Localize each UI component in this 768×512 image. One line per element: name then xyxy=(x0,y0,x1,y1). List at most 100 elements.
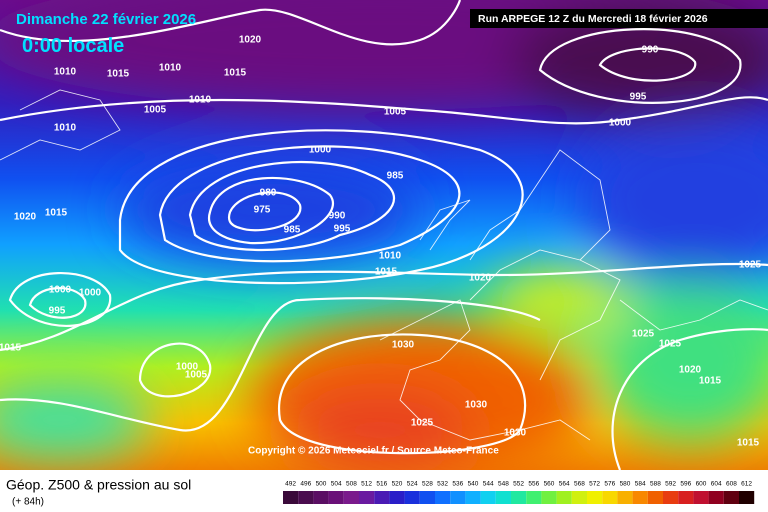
colorbar: 492 496 500 504 508 512 516 520 524 528 532 536 540 5… xyxy=(283,481,755,504)
isobar-label: 995 xyxy=(630,92,647,103)
isobar-label: 980 xyxy=(260,188,277,199)
isobar xyxy=(0,262,768,352)
isobar-label: 1005 xyxy=(384,107,407,118)
isobar-label: 1015 xyxy=(107,69,130,80)
colorbar-swatch xyxy=(328,491,344,504)
isobar xyxy=(158,145,461,263)
isobar-label: 995 xyxy=(334,224,351,235)
colorbar-label: 532 xyxy=(437,481,448,488)
colorbar-label: 560 xyxy=(544,481,555,488)
colorbar-label: 544 xyxy=(483,481,494,488)
colorbar-label: 584 xyxy=(635,481,646,488)
isobar-label: 1015 xyxy=(45,208,68,219)
colorbar-swatch xyxy=(541,491,557,504)
forecast-date: Dimanche 22 février 2026 xyxy=(16,11,196,28)
colorbar-label: 516 xyxy=(376,481,387,488)
colorbar-swatch xyxy=(511,491,527,504)
colorbar-swatch xyxy=(663,491,679,504)
colorbar-label: 576 xyxy=(604,481,615,488)
colorbar-swatch xyxy=(647,491,663,504)
colorbar-label: 612 xyxy=(741,481,752,488)
colorbar-swatch xyxy=(495,491,511,504)
isobar-label: 1015 xyxy=(737,438,760,449)
colorbar-swatch xyxy=(678,491,694,504)
colorbar-swatch xyxy=(693,491,709,504)
isobar-label: 990 xyxy=(329,211,346,222)
colorbar-label: 552 xyxy=(513,481,524,488)
colorbar-swatch xyxy=(450,491,466,504)
isobar-label: 1015 xyxy=(224,68,247,79)
isobar xyxy=(277,333,527,455)
colorbar-swatch xyxy=(571,491,587,504)
isobar-label: 1005 xyxy=(144,105,167,116)
isobar-label: 1010 xyxy=(379,251,402,262)
isobar xyxy=(0,297,541,432)
isobar-label: 1025 xyxy=(659,339,682,350)
isobar-label: 990 xyxy=(642,45,659,56)
coastline xyxy=(0,89,768,441)
isobar-label: 995 xyxy=(49,306,66,317)
colorbar-swatch xyxy=(359,491,375,504)
colorbar-swatch xyxy=(389,491,405,504)
colorbar-label: 556 xyxy=(528,481,539,488)
isobar-label: 985 xyxy=(284,225,301,236)
isobar-label: 985 xyxy=(387,171,404,182)
isobar-labels: 1010 101510101005100098598097598599099510… xyxy=(0,35,762,449)
colorbar-swatch xyxy=(465,491,481,504)
isobar xyxy=(118,129,524,285)
isobar xyxy=(8,272,112,327)
isobar xyxy=(207,176,334,245)
isobar-label: 1000 xyxy=(309,145,332,156)
colorbar-swatch xyxy=(404,491,420,504)
isobar-label: 1010 xyxy=(54,67,77,78)
forecast-time: 0:00 locale xyxy=(22,35,124,57)
colorbar-label: 592 xyxy=(665,481,676,488)
isobar-label: 1000 xyxy=(49,285,72,296)
colorbar-label: 528 xyxy=(422,481,433,488)
isobar-label: 1030 xyxy=(392,340,415,351)
colorbar-swatch xyxy=(587,491,603,504)
colorbar-label: 540 xyxy=(468,481,479,488)
colorbar-swatch xyxy=(374,491,390,504)
isobar-label: 1005 xyxy=(185,370,208,381)
isobar xyxy=(188,161,396,252)
isobar xyxy=(28,287,87,319)
colorbar-label: 536 xyxy=(452,481,463,488)
isobar-label: 1000 xyxy=(176,362,199,373)
colorbar-label: 548 xyxy=(498,481,509,488)
colorbar-swatch xyxy=(739,491,755,504)
colorbar-label: 580 xyxy=(620,481,631,488)
colorbar-swatch xyxy=(526,491,542,504)
isobar-label: 1000 xyxy=(79,288,102,299)
isobar-label: 1025 xyxy=(411,418,434,429)
isobar-label: 1010 xyxy=(159,63,182,74)
isobar-label: 1020 xyxy=(239,35,262,46)
colorbar-swatch xyxy=(298,491,314,504)
isobar-label: 1010 xyxy=(54,123,77,134)
colorbar-swatch xyxy=(343,491,359,504)
colorbar-label: 492 xyxy=(285,481,296,488)
colorbar-label: 588 xyxy=(650,481,661,488)
run-banner xyxy=(470,9,768,28)
colorbar-label: 524 xyxy=(407,481,418,488)
isobar xyxy=(611,328,768,470)
colorbar-swatch xyxy=(602,491,618,504)
isobar-label: 1015 xyxy=(699,376,722,387)
colorbar-swatch xyxy=(313,491,329,504)
footer-lead: (+ 84h) xyxy=(12,497,44,508)
colorbar-label: 596 xyxy=(680,481,691,488)
isobar-label: 1020 xyxy=(679,365,702,376)
isobar xyxy=(0,96,768,125)
isobar xyxy=(598,47,697,82)
isobar-label: 975 xyxy=(254,205,271,216)
isobar xyxy=(138,342,212,398)
colorbar-label: 508 xyxy=(346,481,357,488)
isobar-label: 1030 xyxy=(465,400,488,411)
colorbar-label: 512 xyxy=(361,481,372,488)
colorbar-label: 604 xyxy=(711,481,722,488)
colorbar-label: 572 xyxy=(589,481,600,488)
colorbar-label: 600 xyxy=(696,481,707,488)
colorbar-swatch xyxy=(708,491,724,504)
